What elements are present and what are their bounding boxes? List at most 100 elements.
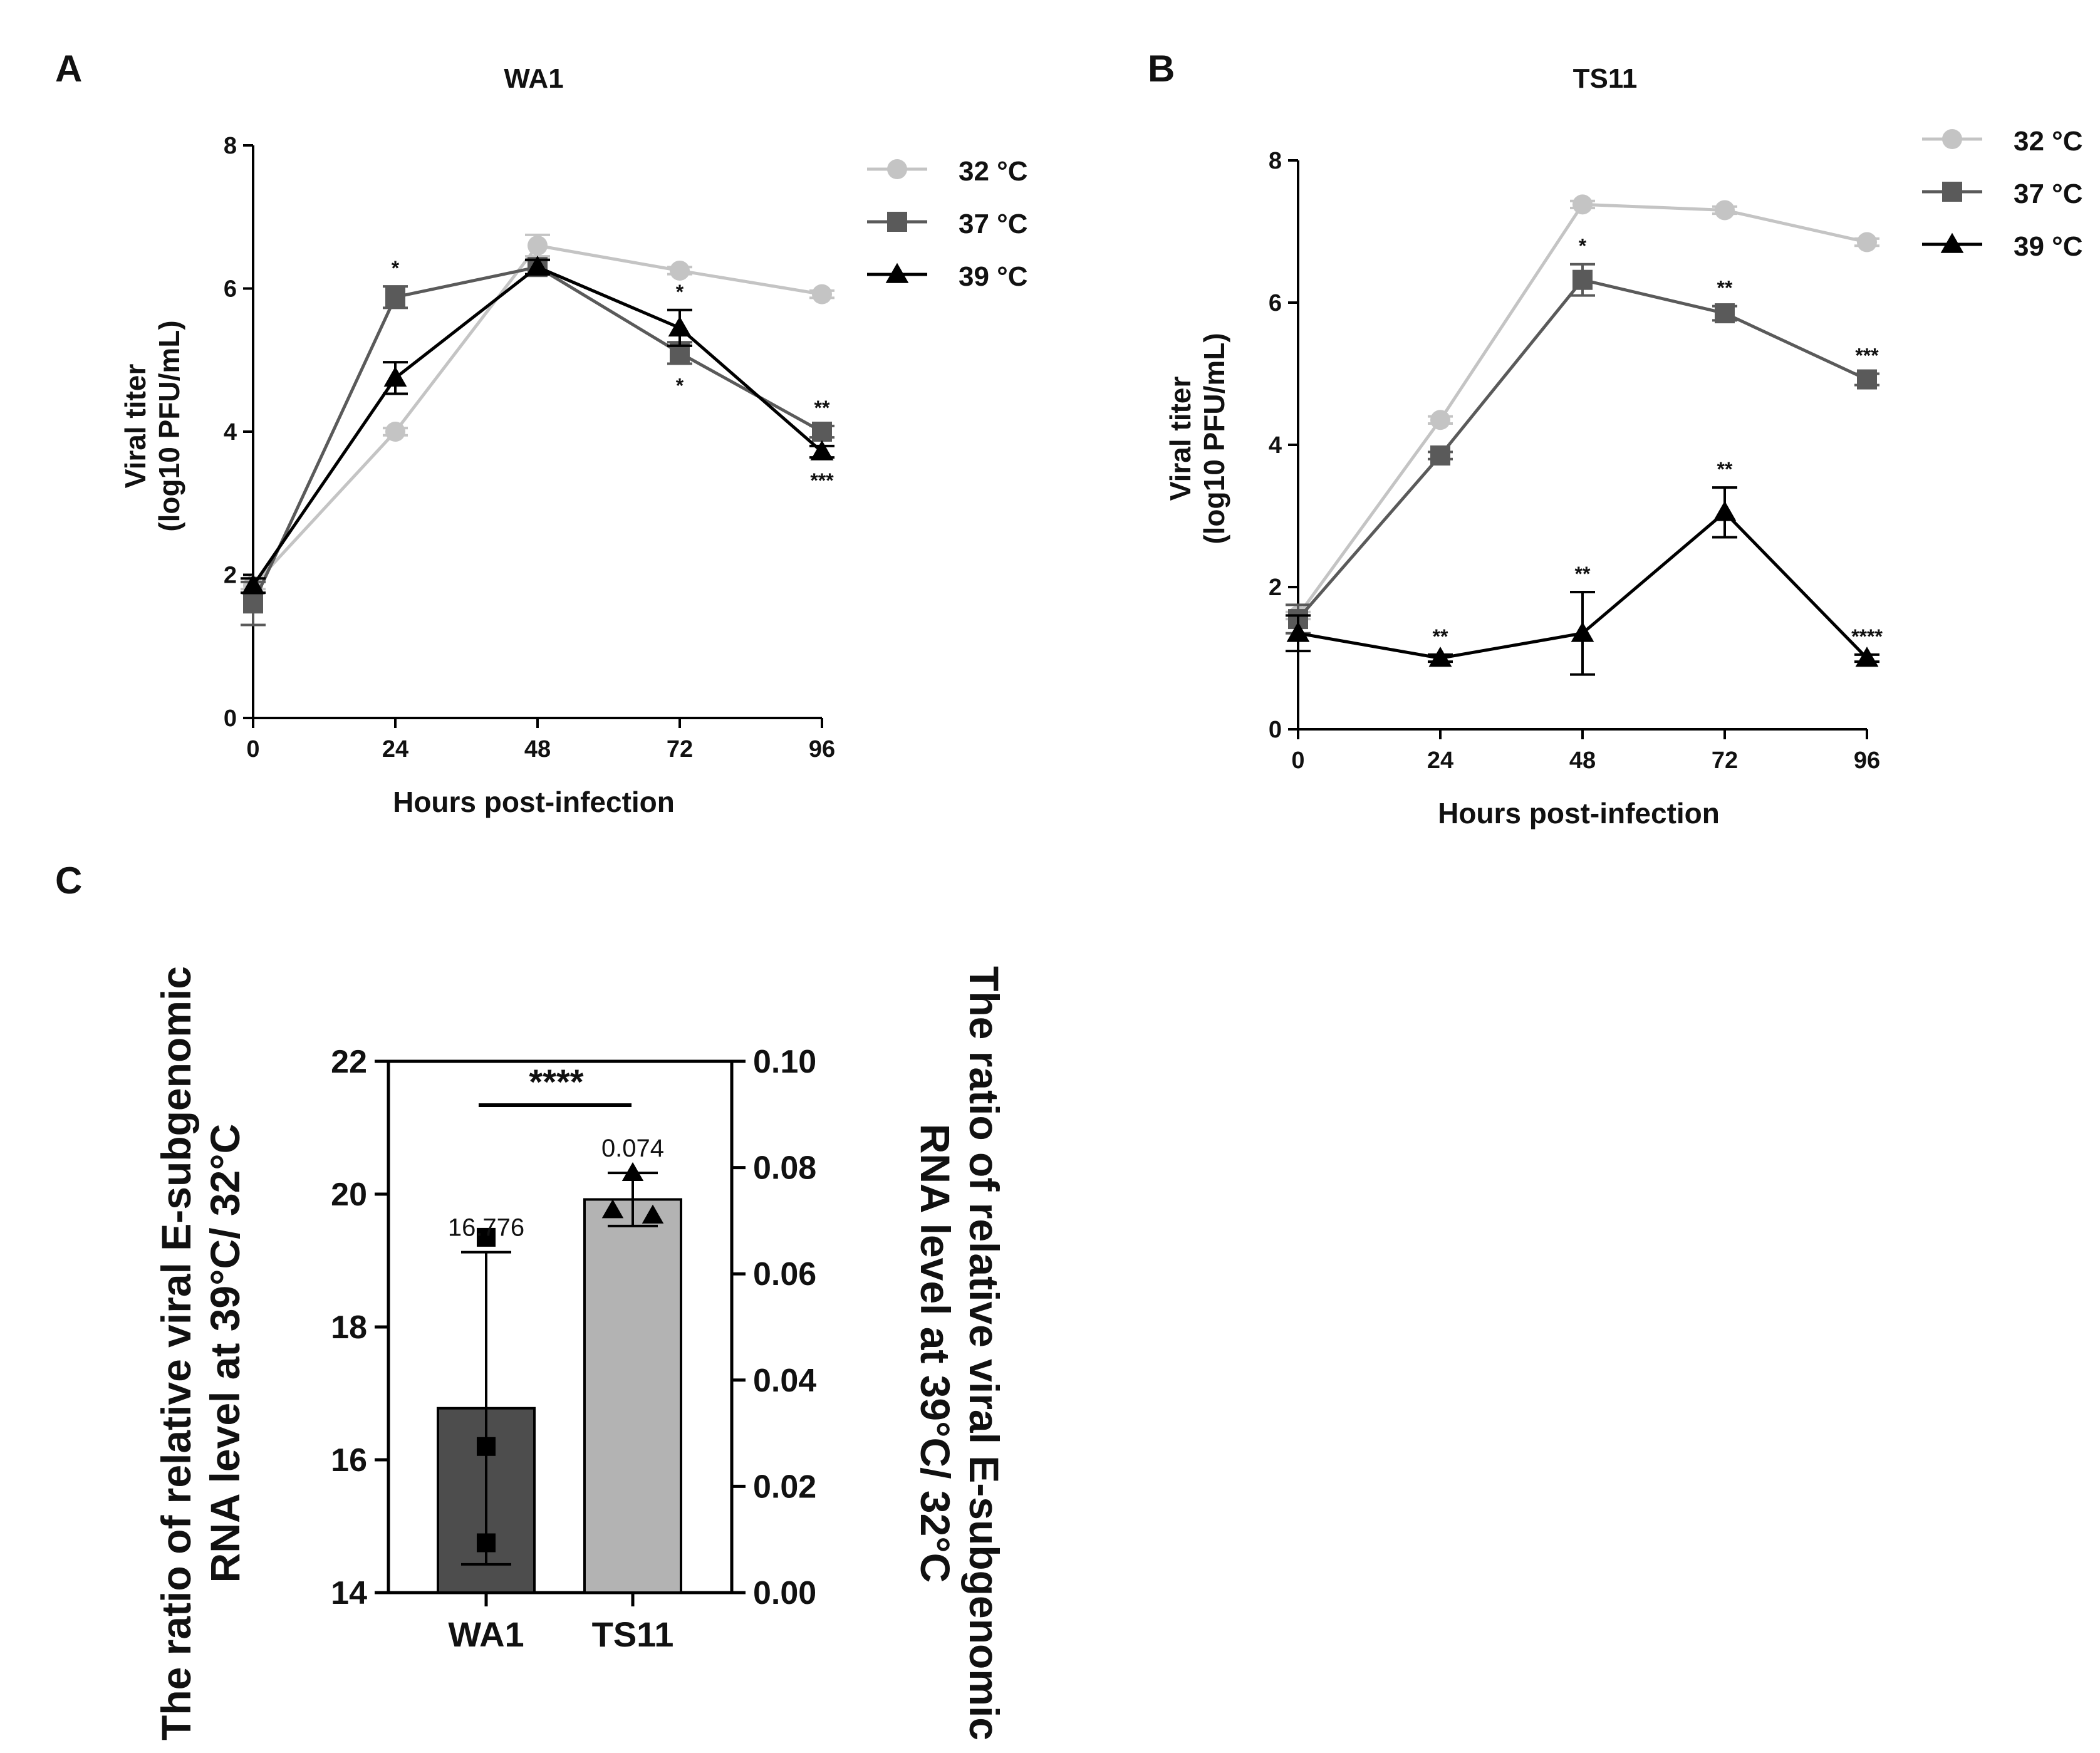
data-point [385, 422, 405, 442]
significance-marker: **** [1851, 625, 1883, 648]
chart-a-title: WA1 [504, 63, 563, 94]
category-label: TS11 [592, 1615, 674, 1654]
data-point [670, 260, 690, 281]
data-point [1430, 410, 1450, 430]
y-tick-label: 4 [1269, 432, 1282, 459]
chart-a-legend-32: 32 °C [959, 156, 1028, 187]
x-tick-label: 72 [1712, 747, 1738, 774]
chart-a-xlabel: Hours post-infection [393, 786, 675, 818]
data-point [1571, 622, 1594, 642]
right-y-tick-label: 0.08 [753, 1150, 816, 1187]
significance-marker: ** [814, 397, 830, 419]
data-point [1857, 369, 1877, 390]
y-tick-label: 0 [224, 705, 237, 732]
chart-b-ylabel-2: (log10 PFU/mL) [1198, 333, 1230, 544]
x-tick-label: 96 [1854, 747, 1880, 774]
chart-c-left-ylabel-1: The ratio of relative viral E-subgenomic [153, 966, 199, 1740]
chart-b-legend-32: 32 °C [2014, 126, 2083, 157]
legend-symbol [885, 263, 909, 283]
data-point [1715, 200, 1735, 221]
significance-marker: ** [1433, 625, 1448, 648]
legend-symbol [1940, 232, 1964, 253]
significance-marker: *** [810, 469, 834, 492]
chart-b-legend-37: 37 °C [2014, 179, 2083, 209]
data-point [1428, 647, 1452, 667]
x-tick-label: 0 [1291, 747, 1304, 774]
x-tick-label: 24 [382, 736, 408, 762]
significance-marker: * [1579, 235, 1587, 257]
y-tick-label: 2 [224, 563, 237, 589]
chart-b-legend-39: 39 °C [2014, 231, 2083, 262]
data-point [1572, 194, 1593, 215]
chart-b-xlabel: Hours post-infection [1438, 797, 1720, 830]
left-y-tick-label: 20 [331, 1177, 367, 1213]
y-tick-label: 0 [1269, 717, 1282, 743]
legend-symbol [887, 159, 907, 179]
data-point [385, 287, 405, 308]
data-point [241, 574, 265, 595]
bar-value-label: 16.776 [448, 1214, 524, 1242]
y-tick-label: 4 [224, 419, 237, 445]
significance-marker: * [676, 281, 684, 303]
chart-c-plot: 14 16 18 20 22 0.00 0.02 0.04 0.06 0.08 0.10 16.776… [331, 1044, 816, 1654]
chart-c-right-ylabel-1: The ratio of relative viral E-subgenomic [961, 966, 1007, 1740]
chart-c-significance: **** [529, 1062, 583, 1101]
data-point [1430, 445, 1450, 466]
chart-a-legend: 32 °C 37 °C 39 °C [959, 156, 1028, 292]
left-y-tick-label: 14 [331, 1575, 367, 1611]
bar-value-label: 0.074 [601, 1135, 664, 1162]
chart-a-ylabel-2: (log10 PFU/mL) [153, 320, 185, 531]
legend-symbol [887, 212, 907, 232]
series-line-32 [252, 244, 823, 587]
data-point [528, 235, 548, 256]
chart-c-right-ylabel-2: RNA level at 39°C/ 32°C [912, 1124, 959, 1583]
legend-symbol [1942, 129, 1962, 149]
legend-symbol [1942, 182, 1962, 202]
replicate-point [642, 1204, 664, 1224]
chart-b-ylabel-1: Viral titer [1164, 377, 1197, 501]
left-y-tick-label: 22 [331, 1044, 367, 1080]
data-point [1713, 501, 1737, 521]
replicate-point [621, 1162, 644, 1182]
x-tick-label: 48 [1569, 747, 1596, 774]
data-point [383, 366, 407, 387]
x-tick-label: 0 [246, 736, 259, 762]
panel-letter-a: A [55, 48, 82, 90]
x-tick-label: 96 [809, 736, 835, 762]
data-point [812, 422, 832, 442]
data-point [1286, 622, 1310, 642]
chart-c-left-ylabel-2: RNA level at 39°C/ 32°C [202, 1124, 248, 1583]
right-y-tick-label: 0.04 [753, 1363, 816, 1399]
significance-marker: * [392, 257, 400, 279]
x-tick-label: 48 [524, 736, 551, 762]
data-point [812, 284, 832, 304]
significance-marker: * [676, 374, 684, 397]
data-point [243, 593, 263, 614]
y-tick-label: 6 [224, 276, 237, 303]
category-label: WA1 [448, 1615, 524, 1654]
data-point [1855, 647, 1879, 667]
left-y-tick-label: 16 [331, 1442, 367, 1479]
data-point [1857, 232, 1877, 252]
series-line-39 [251, 265, 823, 587]
x-tick-label: 24 [1427, 747, 1453, 774]
data-point [668, 316, 692, 337]
right-y-tick-label: 0.10 [753, 1044, 816, 1080]
chart-b-title: TS11 [1573, 63, 1638, 94]
data-point [1715, 303, 1735, 324]
chart-a-legend-39: 39 °C [959, 261, 1028, 292]
significance-marker: ** [1575, 563, 1591, 585]
significance-marker: ** [1717, 277, 1733, 299]
y-tick-label: 8 [224, 133, 237, 159]
significance-marker: ** [1717, 458, 1733, 481]
series-line-37 [251, 265, 823, 605]
replicate-point [601, 1199, 624, 1219]
data-point [810, 440, 834, 460]
significance-marker: *** [1855, 345, 1879, 367]
chart-a-legend-37: 37 °C [959, 209, 1028, 239]
y-tick-label: 8 [1269, 148, 1282, 174]
y-tick-label: 6 [1269, 290, 1282, 316]
